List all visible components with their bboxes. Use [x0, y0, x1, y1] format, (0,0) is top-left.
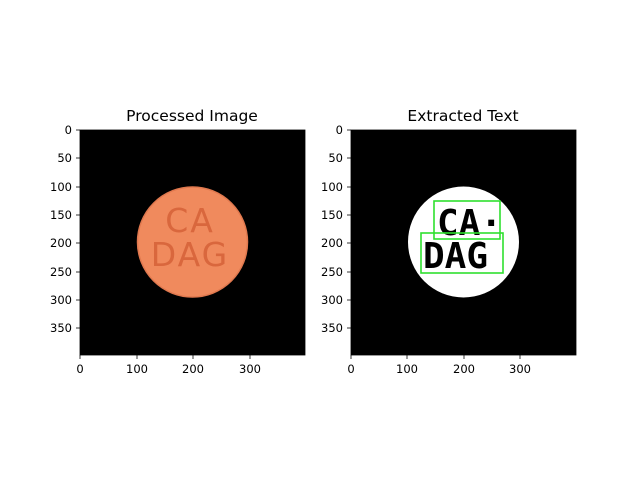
y-tick-label: 100: [321, 180, 343, 194]
x-tick-label: 300: [239, 362, 261, 376]
y-tick-label: 50: [57, 151, 72, 165]
panel-title: Extracted Text: [407, 107, 518, 125]
panel-extracted-text: Extracted Text CA· DAG 0 100 200 300: [321, 107, 577, 376]
extracted-text-line2: DAG: [423, 236, 488, 277]
y-tick-label: 0: [336, 123, 343, 137]
y-axis: 0 50 100 150 200 250 300 350: [50, 123, 80, 335]
y-tick-label: 150: [321, 208, 343, 222]
y-tick-label: 350: [321, 321, 343, 335]
y-tick-label: 200: [50, 236, 72, 250]
x-tick-label: 200: [182, 362, 204, 376]
pill: [136, 186, 249, 298]
axes-frame: [79, 129, 306, 356]
y-tick-label: 300: [321, 293, 343, 307]
mask-circle: [408, 186, 519, 298]
x-axis: 0 100 200 300: [347, 355, 531, 376]
text-bounding-box: [420, 232, 504, 274]
axes-frame: [350, 129, 577, 356]
y-tick-label: 0: [65, 123, 72, 137]
y-tick-label: 50: [328, 151, 343, 165]
y-tick-label: 250: [50, 265, 72, 279]
pill-imprint-line2: DAG: [151, 235, 229, 274]
x-axis: 0 100 200 300: [76, 355, 261, 376]
x-tick-label: 200: [453, 362, 475, 376]
x-tick-label: 300: [509, 362, 531, 376]
x-tick-label: 0: [76, 362, 83, 376]
panel-title: Processed Image: [126, 107, 258, 125]
x-tick-label: 100: [396, 362, 418, 376]
text-bounding-box: [433, 200, 501, 240]
extracted-text-line1: CA·: [437, 203, 502, 244]
y-axis: 0 50 100 150 200 250 300 350: [321, 123, 351, 335]
pill-imprint-line1: CA: [165, 201, 215, 240]
y-tick-label: 150: [50, 208, 72, 222]
y-tick-label: 350: [50, 321, 72, 335]
panel-processed-image: Processed Image CA DAG 0 100 200 300 0 5: [50, 107, 306, 376]
y-tick-label: 300: [50, 293, 72, 307]
y-tick-label: 100: [50, 180, 72, 194]
x-tick-label: 100: [126, 362, 148, 376]
x-tick-label: 0: [347, 362, 354, 376]
y-tick-label: 250: [321, 265, 343, 279]
y-tick-label: 200: [321, 236, 343, 250]
